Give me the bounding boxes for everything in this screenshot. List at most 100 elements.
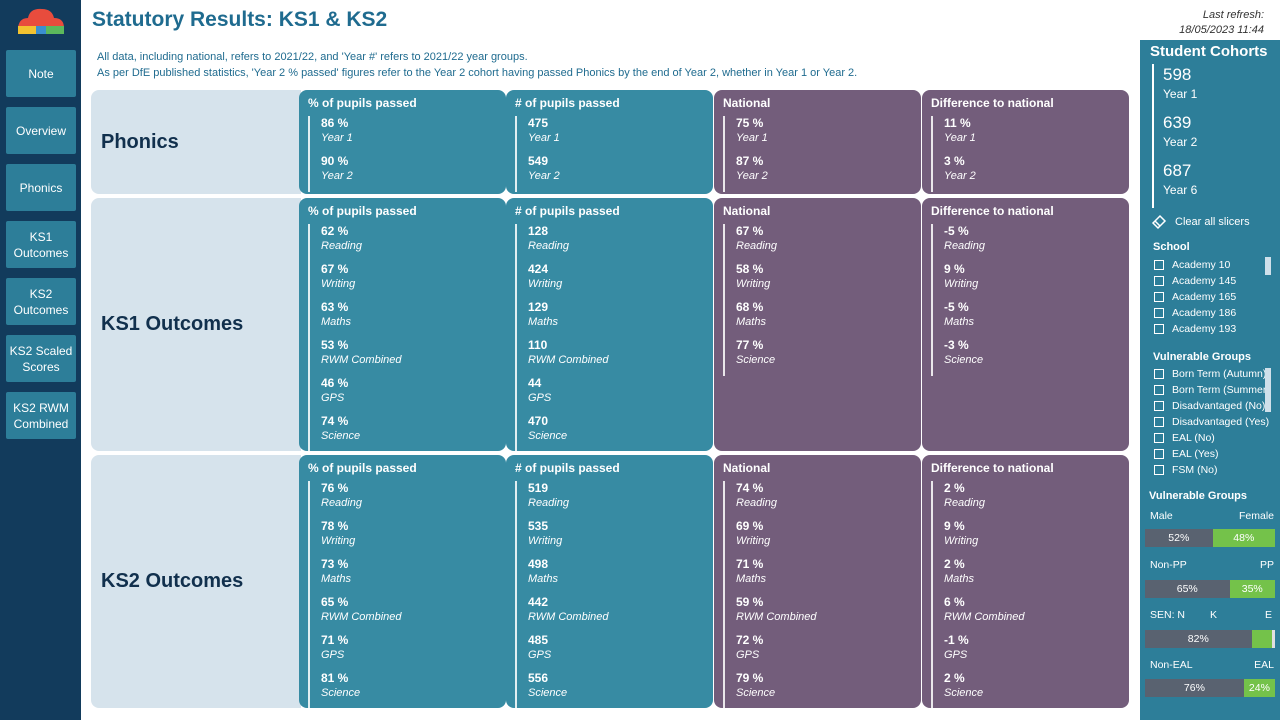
nav-ks1-outcomes-button[interactable]: KS1 Outcomes <box>6 221 76 268</box>
slicer-option[interactable]: Academy 186 <box>1154 305 1270 321</box>
note-line: All data, including national, refers to … <box>97 51 528 63</box>
metric-list: 86 % Year 1 90 % Year 2 <box>308 116 497 192</box>
slicer-option[interactable]: Disadvantaged (No) <box>1154 398 1270 414</box>
num-passed-card: # of pupils passed 128 Reading 424 Writing 12… <box>506 198 713 452</box>
vulnerable-groups-slicer-header: Vulnerable Groups <box>1153 351 1252 363</box>
slicer-option[interactable]: Academy 193 <box>1154 321 1270 337</box>
nav-ks2-rwm-combined-button[interactable]: KS2 RWM Combined <box>6 392 76 439</box>
metric-value: 69 % <box>736 519 764 533</box>
metric-label: Year 1 <box>736 132 768 144</box>
nav-phonics-button[interactable]: Phonics <box>6 164 76 211</box>
metric-value: 75 % <box>736 116 764 130</box>
metric-list: 519 Reading 535 Writing 498 Maths 442 RWM Combi… <box>515 481 704 709</box>
school-slicer-scrollbar[interactable] <box>1265 257 1271 275</box>
metric-item: 549 Year 2 <box>528 154 704 192</box>
male-female-bar: 52% 48% <box>1145 529 1275 547</box>
nav-overview-button[interactable]: Overview <box>6 107 76 154</box>
card-header: % of pupils passed <box>308 461 417 475</box>
checkbox[interactable] <box>1154 260 1164 270</box>
slicer-option[interactable]: Academy 145 <box>1154 273 1270 289</box>
slicer-option[interactable]: EAL (Yes) <box>1154 446 1270 462</box>
metric-label: GPS <box>528 392 552 404</box>
metric-label: Reading <box>944 497 985 509</box>
metric-item: -5 % Reading <box>944 224 1120 262</box>
metric-value: 71 % <box>321 633 349 647</box>
slicer-option-label: Born Term (Autumn) <box>1172 368 1267 380</box>
checkbox[interactable] <box>1154 433 1164 443</box>
male-segment: 52% <box>1168 532 1190 544</box>
checkbox[interactable] <box>1154 292 1164 302</box>
metric-item: 470 Science <box>528 414 704 452</box>
metric-label: Maths <box>944 573 974 585</box>
slicer-option[interactable]: Born Term (Autumn) <box>1154 366 1270 382</box>
nav-note-button[interactable]: Note <box>6 50 76 97</box>
slicer-option[interactable]: Disadvantaged (Yes) <box>1154 414 1270 430</box>
metric-value: 2 % <box>944 481 965 495</box>
metric-item: 79 % Science <box>736 671 912 709</box>
metric-value: 68 % <box>736 300 764 314</box>
right-panel: Student Cohorts 598 Year 1 639 Year 2 68… <box>1140 40 1280 720</box>
metric-value: 59 % <box>736 595 764 609</box>
checkbox[interactable] <box>1154 276 1164 286</box>
checkbox[interactable] <box>1154 308 1164 318</box>
metric-label: Maths <box>321 316 351 328</box>
checkbox[interactable] <box>1154 417 1164 427</box>
metric-label: Maths <box>528 316 558 328</box>
non-eal-segment: 76% <box>1183 682 1205 694</box>
metric-item: 69 % Writing <box>736 519 912 557</box>
metric-item: 71 % Maths <box>736 557 912 595</box>
metric-item: 46 % GPS <box>321 376 497 414</box>
metric-item: 81 % Science <box>321 671 497 709</box>
metric-label: Year 1 <box>944 132 976 144</box>
slicer-option-label: Academy 10 <box>1172 259 1231 271</box>
pp-bar: 65% 35% <box>1145 580 1275 598</box>
vulnerable-groups-slicer: Born Term (Autumn) Born Term (Summer) Disa… <box>1154 366 1270 475</box>
metric-label: Writing <box>528 278 563 290</box>
section-title-box: KS2 Outcomes <box>91 455 301 708</box>
metric-label: Year 2 <box>528 170 560 182</box>
metric-value: 67 % <box>321 262 349 276</box>
checkbox[interactable] <box>1154 385 1164 395</box>
slicer-option[interactable]: FSM (No) <box>1154 462 1270 475</box>
bar-label-right: EAL <box>1254 659 1274 671</box>
metric-item: 44 GPS <box>528 376 704 414</box>
metric-label: RWM Combined <box>528 611 609 623</box>
metric-item: 485 GPS <box>528 633 704 671</box>
metric-value: 442 <box>528 595 549 609</box>
metric-value: 74 % <box>321 414 349 428</box>
metric-value: 535 <box>528 519 549 533</box>
metric-value: 9 % <box>944 519 965 533</box>
main-content: All data, including national, refers to … <box>81 40 1140 720</box>
page-title: Statutory Results: KS1 & KS2 <box>92 8 388 31</box>
checkbox[interactable] <box>1154 369 1164 379</box>
vulnerable-groups-scrollbar[interactable] <box>1265 368 1271 412</box>
clear-slicers-button[interactable]: Clear all slicers <box>1150 213 1250 230</box>
metric-item: 11 % Year 1 <box>944 116 1120 154</box>
pct-passed-card: % of pupils passed 86 % Year 1 90 % Year 2 <box>299 90 506 194</box>
cohort-value: 687 <box>1163 161 1192 180</box>
slicer-option-label: Disadvantaged (Yes) <box>1172 416 1270 428</box>
metric-value: 65 % <box>321 595 349 609</box>
refresh-label: Last refresh: <box>1202 9 1264 21</box>
checkbox[interactable] <box>1154 465 1164 475</box>
checkbox[interactable] <box>1154 401 1164 411</box>
metric-value: 11 % <box>944 116 971 130</box>
bar-label-left: Male <box>1150 510 1173 522</box>
slicer-option[interactable]: Academy 10 <box>1154 257 1270 273</box>
checkbox[interactable] <box>1154 449 1164 459</box>
metric-item: 73 % Maths <box>321 557 497 595</box>
metric-label: Maths <box>321 573 351 585</box>
bar-label-right: Female <box>1238 510 1274 522</box>
cloud-logo-icon <box>18 8 64 34</box>
slicer-option[interactable]: Academy 165 <box>1154 289 1270 305</box>
metric-label: Writing <box>528 535 563 547</box>
slicer-option[interactable]: EAL (No) <box>1154 430 1270 446</box>
nav-ks2-scaled-scores-button[interactable]: KS2 Scaled Scores <box>6 335 76 382</box>
slicer-option[interactable]: Born Term (Summer) <box>1154 382 1270 398</box>
metric-value: 470 <box>528 414 549 428</box>
metric-label: Reading <box>321 240 362 252</box>
nav-ks2-outcomes-button[interactable]: KS2 Outcomes <box>6 278 76 325</box>
checkbox[interactable] <box>1154 324 1164 334</box>
section-title: KS1 Outcomes <box>101 313 244 335</box>
cohort-value: 639 <box>1163 113 1192 132</box>
